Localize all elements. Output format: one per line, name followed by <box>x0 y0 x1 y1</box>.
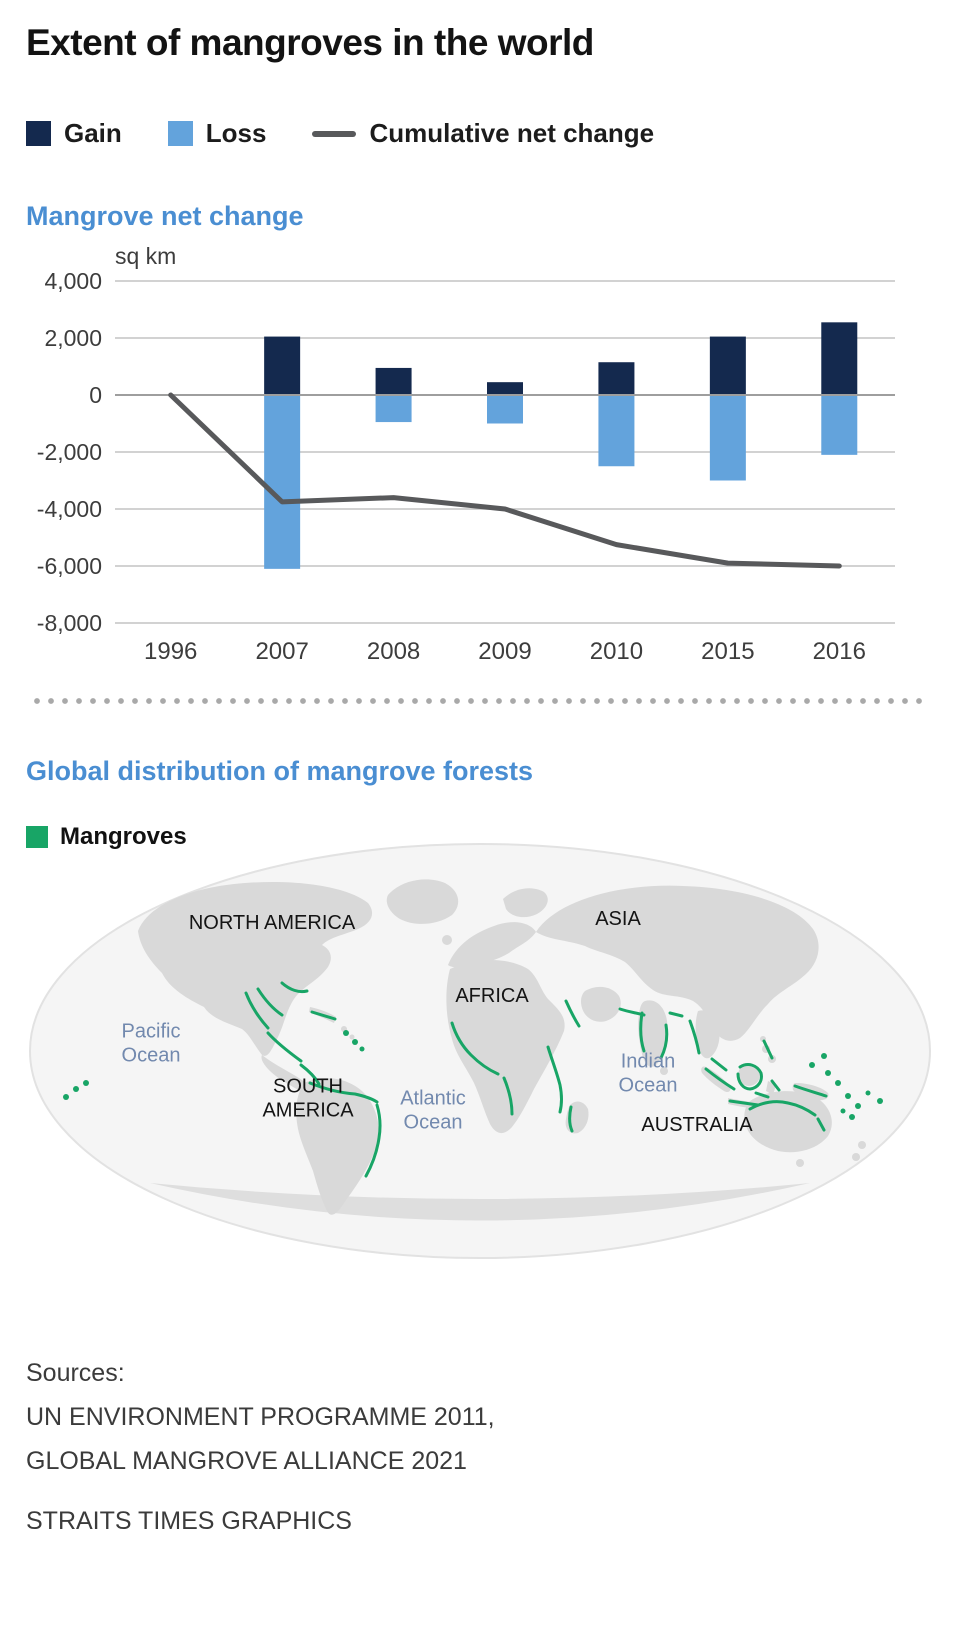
ocean-label-indian: Indian Ocean <box>618 1050 678 1097</box>
mangrove-swatch <box>26 826 48 848</box>
world-map-svg <box>29 843 931 1259</box>
source-line-1: UN ENVIRONMENT PROGRAMME 2011, <box>26 1403 495 1431</box>
map-legend: Mangroves <box>26 823 960 851</box>
svg-text:0: 0 <box>89 382 102 408</box>
legend-item-gain: Gain <box>26 118 122 149</box>
sources-block: Sources: UN ENVIRONMENT PROGRAMME 2011, … <box>26 1351 960 1543</box>
map-label-asia: ASIA <box>595 907 641 930</box>
dotted-divider <box>30 698 930 704</box>
svg-text:2,000: 2,000 <box>44 325 102 351</box>
chart-heading: Mangrove net change <box>26 201 304 231</box>
svg-text:2009: 2009 <box>478 638 531 665</box>
svg-text:-4,000: -4,000 <box>37 496 102 522</box>
gain-legend-label: Gain <box>64 118 122 148</box>
svg-text:2007: 2007 <box>255 638 308 665</box>
continents <box>138 879 866 1221</box>
cumulative-legend-label: Cumulative net change <box>369 118 655 148</box>
svg-text:-6,000: -6,000 <box>37 553 102 579</box>
net-change-chart: sq km 4,000 2,000 0 -2,000 -4,000 -6,000 -8,000… <box>37 243 895 665</box>
world-map: NORTH AMERICA ASIA AFRICA SOUTH AMERICA … <box>0 843 960 1259</box>
svg-text:1996: 1996 <box>144 638 197 665</box>
svg-text:2015: 2015 <box>701 638 754 665</box>
svg-text:-8,000: -8,000 <box>37 610 102 636</box>
map-heading: Global distribution of mangrove forests <box>26 756 534 786</box>
loss-legend-label: Loss <box>205 118 267 148</box>
chart-legend: Gain Loss Cumulative net change <box>26 118 960 149</box>
svg-text:2010: 2010 <box>590 638 643 665</box>
page-title: Extent of mangroves in the world <box>26 22 594 63</box>
svg-text:2008: 2008 <box>367 638 420 665</box>
svg-text:2016: 2016 <box>813 638 866 665</box>
map-legend-label: Mangroves <box>60 823 187 850</box>
graphics-credit: STRAITS TIMES GRAPHICS <box>26 1507 352 1535</box>
legend-item-loss: Loss <box>167 118 267 149</box>
sources-label: Sources: <box>26 1359 125 1387</box>
map-label-africa: AFRICA <box>455 984 529 1007</box>
svg-text:4,000: 4,000 <box>44 268 102 294</box>
map-label-north-america: NORTH AMERICA <box>188 911 356 934</box>
gain-swatch <box>26 121 51 146</box>
legend-item-cumulative: Cumulative net change <box>312 118 654 149</box>
loss-swatch <box>167 121 193 146</box>
svg-text:-2,000: -2,000 <box>37 439 102 465</box>
mangrove-markings <box>63 981 883 1178</box>
cumulative-line-swatch <box>312 130 357 137</box>
ocean-label-pacific: Pacific Ocean <box>121 1020 181 1067</box>
svg-text:sq km: sq km <box>115 243 176 269</box>
source-line-2: GLOBAL MANGROVE ALLIANCE 2021 <box>26 1447 467 1475</box>
ocean-label-atlantic: Atlantic Ocean <box>400 1087 466 1134</box>
map-label-australia: AUSTRALIA <box>641 1113 753 1136</box>
map-label-south-america: SOUTH AMERICA <box>262 1075 354 1122</box>
